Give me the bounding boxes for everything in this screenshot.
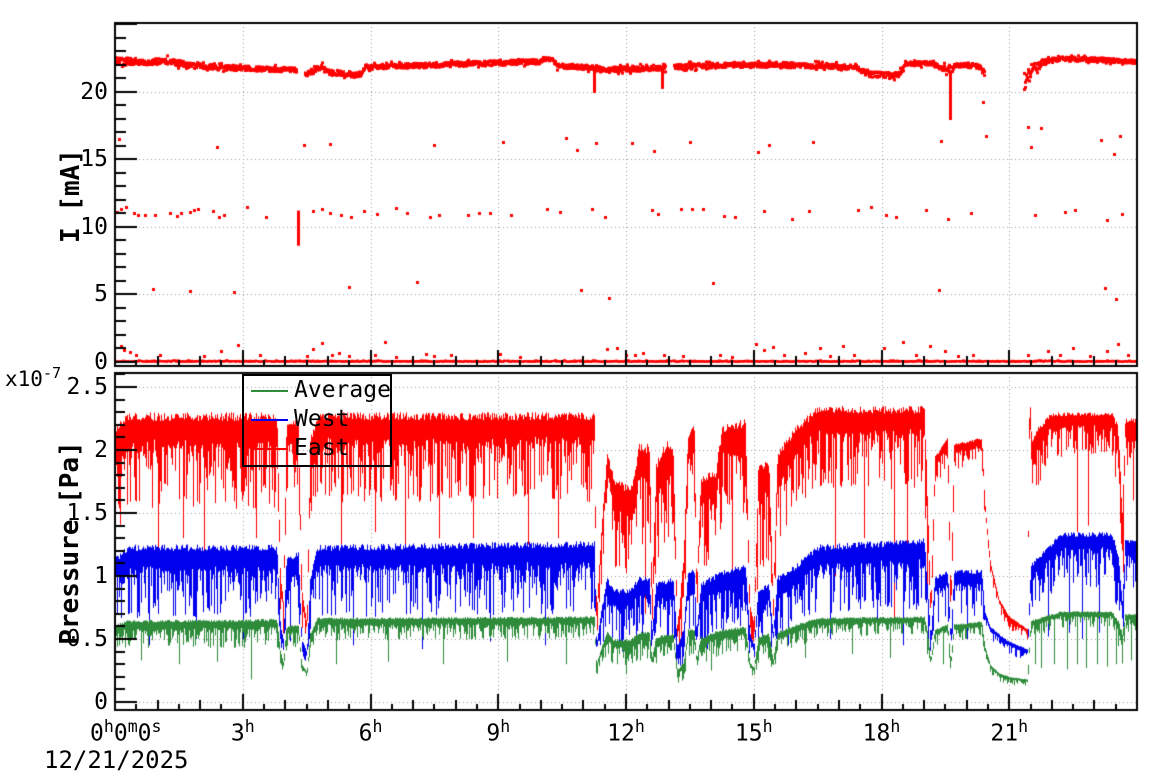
top-y-tick-label: 15 (80, 146, 108, 173)
top-y-axis-title: I [mA] (56, 149, 86, 243)
bottom-y-tick-label: 1 (94, 563, 108, 589)
bottom-y-tick-label: 2.5 (66, 374, 108, 400)
legend-entry: Average (244, 376, 391, 405)
top-y-tick-label: 20 (80, 78, 108, 105)
legend-entry: East (244, 434, 390, 463)
top-y-tick-label: 5 (94, 281, 108, 308)
bottom-y-tick-label: 1.5 (66, 500, 108, 526)
y-scale-multiplier: x10-7 (5, 364, 61, 391)
legend-label: West (294, 406, 350, 432)
bottom-y-tick-label: 0.5 (66, 626, 108, 652)
bottom-y-tick-label: 2 (94, 437, 108, 463)
bottom-y-tick-label: 0 (94, 689, 108, 715)
date-label: 12/21/2025 (44, 746, 189, 774)
x-tick-label: 9h (486, 717, 511, 747)
x-tick-label: 3h (230, 717, 255, 747)
x-tick-label: 6h (358, 717, 383, 747)
legend: Average West East (242, 374, 392, 467)
x-tick-label: 21h (990, 717, 1029, 747)
legend-entry: West (244, 405, 390, 434)
legend-rows: Average West East (244, 376, 391, 463)
top-y-tick-label: 0 (94, 349, 108, 375)
x-tick-label: 12h (607, 717, 645, 747)
x-axis-origin-label: 0h0m0s (90, 717, 162, 747)
top-y-tick-label: 10 (80, 213, 108, 240)
legend-marker-line (251, 447, 288, 450)
y-scale-exponent: -7 (42, 364, 62, 382)
legend-marker-line (251, 389, 288, 392)
x-tick-label: 15h (734, 717, 773, 747)
legend-marker-line (251, 418, 288, 421)
legend-label: East (294, 435, 350, 461)
legend-label: Average (294, 377, 391, 403)
x-tick-label: 18h (862, 717, 901, 747)
y-scale-mantissa: x10 (5, 367, 43, 391)
